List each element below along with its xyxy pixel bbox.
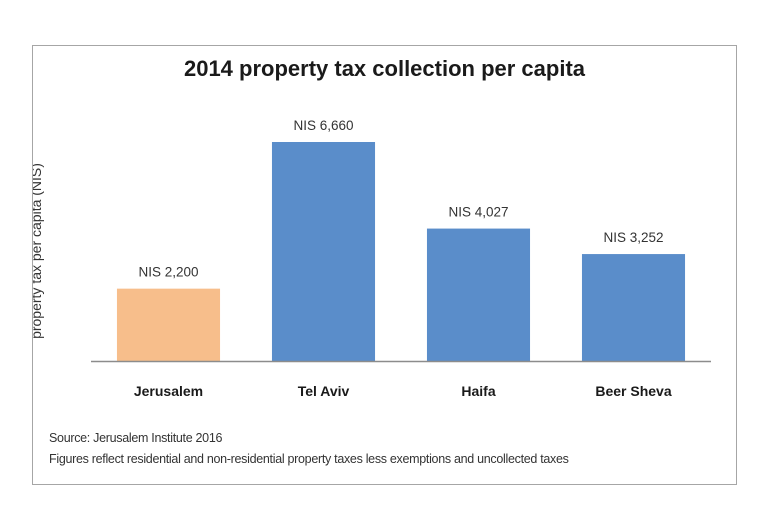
footnote: Figures reflect residential and non-resi…	[49, 452, 569, 466]
x-tick-jerusalem: Jerusalem	[134, 383, 203, 399]
source-note: Source: Jerusalem Institute 2016	[49, 431, 223, 445]
data-label-haifa: NIS 4,027	[448, 205, 508, 220]
plot-area: NIS 2,200 Jerusalem NIS 6,660 Tel Aviv NIS 4…	[91, 118, 711, 399]
bar-tel-aviv	[271, 142, 376, 361]
chart-title: 2014 property tax collection per capita	[183, 56, 586, 81]
x-tick-beer-sheva: Beer Sheva	[595, 383, 671, 399]
bar-beer-sheva	[581, 254, 686, 361]
data-label-tel-aviv: NIS 6,660	[293, 118, 353, 133]
data-label-beer-sheva: NIS 3,252	[603, 230, 663, 245]
x-tick-haifa: Haifa	[461, 383, 495, 399]
x-tick-tel-aviv: Tel Aviv	[298, 383, 350, 399]
bar-haifa	[426, 228, 531, 361]
chart-frame: 2014 property tax collection per capita …	[32, 45, 737, 485]
bar-jerusalem	[116, 288, 221, 361]
data-label-jerusalem: NIS 2,200	[138, 265, 198, 280]
